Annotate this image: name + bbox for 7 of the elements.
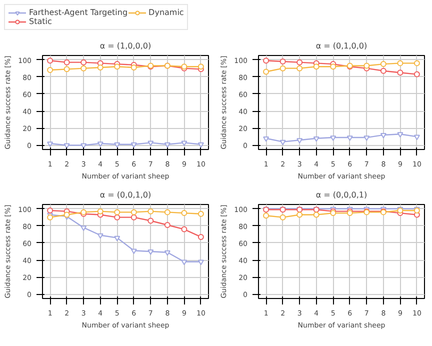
legend-label: Dynamic <box>148 8 184 17</box>
chart-title: α = (0,0,1,0) <box>100 190 152 200</box>
legend-label: Farthest-Agent Targeting <box>29 8 128 17</box>
chart-title: α = (1,0,0,0) <box>100 42 152 50</box>
chart-title: α = (0,0,0,1) <box>316 190 368 200</box>
legend-label: Static <box>29 17 52 26</box>
chart-title: α = (0,1,0,0) <box>316 42 368 50</box>
